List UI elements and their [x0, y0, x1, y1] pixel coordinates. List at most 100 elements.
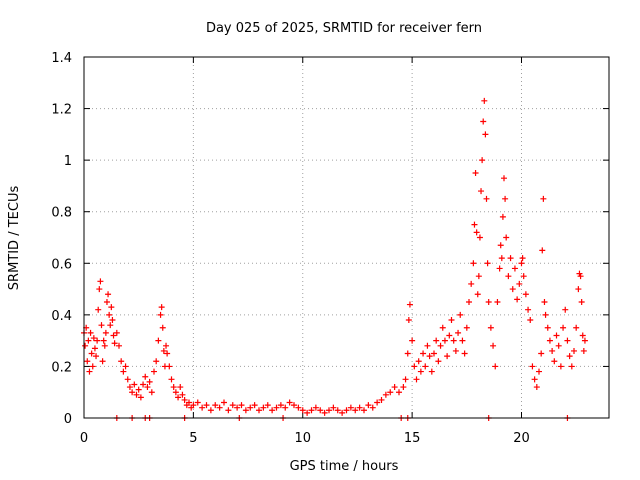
data-point [159, 324, 166, 331]
data-point [540, 195, 547, 202]
data-point [179, 391, 186, 398]
data-point [321, 409, 328, 416]
data-point [207, 407, 214, 414]
data-point [415, 358, 422, 365]
y-tick-label: 0.2 [51, 360, 72, 375]
data-point [158, 304, 165, 311]
data-point [291, 402, 297, 409]
data-point [203, 402, 210, 409]
data-point [439, 324, 446, 331]
data-point [481, 97, 488, 104]
data-point [339, 409, 346, 416]
data-point [516, 280, 523, 287]
data-point [450, 337, 457, 344]
data-point [124, 376, 131, 383]
data-point [378, 396, 385, 403]
y-tick-label: 1.2 [51, 103, 72, 118]
x-tick-label: 5 [189, 431, 197, 446]
data-point [133, 391, 140, 398]
data-point [374, 399, 381, 406]
data-point [507, 255, 514, 262]
data-point [312, 404, 319, 411]
data-point [256, 407, 262, 414]
data-point [452, 347, 459, 354]
chart-title: Day 025 of 2025, SRMTID for receiver fer… [206, 21, 482, 36]
data-point [580, 347, 587, 354]
grid-lines [84, 57, 609, 418]
data-point [116, 342, 122, 349]
data-point [514, 296, 521, 303]
data-point [361, 407, 367, 414]
data-point [82, 342, 89, 349]
data-point [110, 332, 117, 339]
data-point [555, 342, 562, 349]
data-point [538, 350, 545, 357]
data-point [118, 358, 125, 365]
data-point [549, 347, 556, 354]
data-point [571, 347, 577, 354]
data-point [527, 317, 534, 324]
data-point [144, 384, 151, 391]
data-point [238, 402, 245, 409]
data-point [88, 350, 95, 357]
data-point [155, 337, 162, 344]
x-tick-label: 10 [294, 431, 311, 446]
data-point [299, 407, 306, 414]
data-point [557, 363, 564, 370]
data-point [140, 381, 147, 388]
data-point [531, 376, 538, 383]
x-tick-label: 15 [404, 431, 421, 446]
data-point [157, 311, 164, 318]
data-point [113, 329, 120, 336]
data-point [420, 350, 427, 357]
data-point [551, 358, 558, 365]
data-point [502, 195, 509, 202]
data-point [91, 345, 98, 352]
data-point [106, 311, 113, 318]
data-point [282, 404, 289, 411]
data-point [172, 389, 179, 396]
data-point [568, 363, 575, 370]
data-point [229, 402, 236, 409]
y-tick-label: 1.4 [51, 51, 72, 66]
data-point [382, 391, 389, 398]
data-point [194, 399, 201, 406]
data-point [560, 324, 567, 331]
x-tick-label: 0 [80, 431, 88, 446]
data-point [181, 396, 188, 403]
data-point [120, 368, 127, 375]
data-point [186, 399, 192, 406]
data-point [490, 342, 497, 349]
data-point [98, 322, 105, 329]
data-point [424, 342, 431, 349]
data-point [242, 407, 249, 414]
data-point [247, 404, 254, 411]
data-point [87, 329, 94, 336]
data-point [216, 404, 223, 411]
data-point [581, 337, 588, 344]
data-point [411, 363, 418, 370]
data-point [564, 337, 571, 344]
data-point [475, 273, 482, 280]
data-point [402, 376, 409, 383]
data-point [153, 358, 160, 365]
data-point [484, 260, 491, 267]
data-point [90, 335, 97, 342]
data-point [93, 353, 100, 360]
y-tick-label: 0.8 [51, 206, 72, 221]
data-point [496, 265, 503, 272]
data-point [533, 384, 540, 391]
data-point [86, 368, 93, 375]
data-point [519, 255, 526, 262]
data-point [483, 195, 490, 202]
data-point [400, 384, 407, 391]
data-point [356, 404, 363, 411]
data-point [160, 347, 167, 354]
data-point [129, 389, 136, 396]
data-point [166, 363, 173, 370]
data-point [470, 260, 477, 267]
data-point [101, 342, 108, 349]
data-point [111, 340, 118, 347]
data-point [441, 337, 448, 344]
